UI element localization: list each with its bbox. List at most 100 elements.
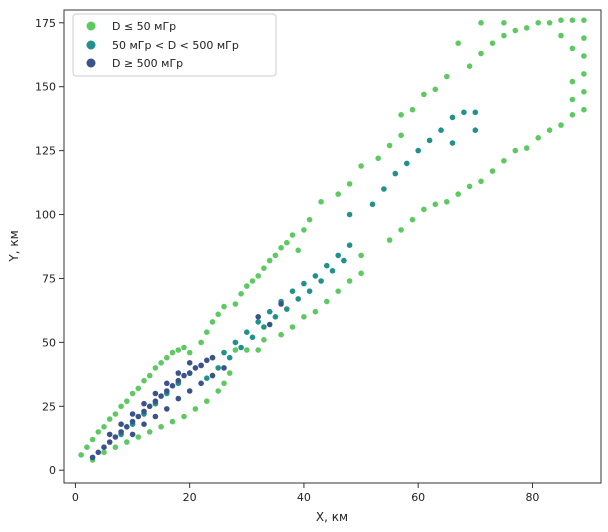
point-series-0 — [135, 385, 142, 392]
point-series-1 — [306, 288, 313, 295]
point-series-0 — [546, 20, 553, 26]
point-series-2 — [209, 372, 216, 379]
point-series-0 — [95, 429, 102, 435]
point-series-0 — [232, 301, 239, 307]
point-series-0 — [501, 158, 507, 164]
point-series-0 — [569, 17, 576, 24]
point-series-1 — [426, 137, 433, 144]
point-series-0 — [192, 406, 199, 412]
point-series-2 — [146, 403, 153, 410]
point-series-1 — [301, 280, 307, 287]
point-series-0 — [398, 112, 404, 118]
point-series-1 — [238, 344, 244, 351]
point-series-1 — [324, 262, 330, 269]
legend-label-high: D ≥ 500 мГр — [112, 57, 183, 70]
point-series-1 — [381, 186, 387, 192]
point-series-0 — [335, 191, 342, 197]
point-series-2 — [89, 454, 96, 461]
y-tick-label: 125 — [35, 145, 56, 158]
point-series-0 — [266, 257, 273, 264]
point-series-2 — [186, 370, 193, 376]
point-series-0 — [318, 199, 324, 205]
point-series-2 — [164, 406, 170, 412]
x-tick-label: 60 — [411, 491, 425, 504]
point-series-0 — [581, 106, 587, 113]
point-series-0 — [244, 347, 250, 353]
point-series-1 — [346, 211, 353, 218]
point-series-0 — [289, 232, 296, 238]
point-series-0 — [181, 344, 187, 351]
point-series-0 — [112, 444, 119, 451]
point-series-1 — [472, 109, 479, 116]
point-series-0 — [181, 413, 187, 420]
point-series-0 — [581, 71, 587, 77]
point-series-0 — [101, 449, 107, 456]
point-series-0 — [284, 239, 290, 246]
point-series-1 — [449, 114, 456, 121]
point-series-0 — [232, 347, 239, 353]
point-series-0 — [523, 25, 530, 31]
point-series-0 — [501, 32, 507, 39]
point-series-0 — [569, 96, 576, 103]
point-series-2 — [175, 377, 182, 384]
point-series-0 — [466, 183, 473, 190]
point-series-0 — [152, 365, 159, 371]
point-series-0 — [523, 145, 530, 151]
point-series-0 — [409, 106, 416, 113]
point-series-0 — [421, 206, 427, 213]
point-series-0 — [478, 20, 484, 26]
point-series-2 — [175, 395, 182, 402]
y-tick-label: 25 — [42, 400, 56, 413]
point-series-0 — [581, 53, 587, 59]
point-series-2 — [221, 365, 227, 371]
point-series-2 — [141, 421, 147, 428]
y-tick-label: 50 — [42, 336, 56, 349]
point-series-0 — [466, 63, 473, 69]
point-series-2 — [198, 362, 204, 369]
x-axis-label: X, км — [316, 510, 348, 524]
point-series-1 — [415, 147, 422, 154]
point-series-0 — [204, 329, 210, 336]
point-series-1 — [266, 308, 273, 315]
point-series-0 — [261, 265, 267, 272]
point-series-2 — [141, 408, 147, 415]
point-series-1 — [341, 257, 347, 264]
legend-box — [72, 13, 277, 77]
y-tick-label: 100 — [35, 209, 56, 222]
point-series-0 — [101, 424, 107, 430]
point-series-0 — [558, 17, 564, 24]
point-series-0 — [158, 360, 164, 366]
point-series-1 — [284, 306, 290, 312]
point-series-1 — [232, 339, 239, 346]
point-series-0 — [478, 50, 484, 57]
x-axis-ticks: 0 20 40 60 80 — [72, 483, 539, 504]
point-series-0 — [278, 331, 284, 338]
y-axis-ticks: 0 25 50 75 100 125 150 175 — [35, 17, 64, 477]
point-series-2 — [278, 301, 284, 307]
point-series-0 — [301, 227, 307, 233]
point-series-0 — [569, 112, 576, 118]
point-series-0 — [358, 252, 364, 259]
point-series-0 — [455, 191, 462, 197]
point-series-0 — [489, 40, 496, 46]
point-series-2 — [118, 429, 124, 435]
point-series-0 — [198, 339, 204, 346]
point-series-1 — [438, 127, 444, 133]
point-series-1 — [346, 242, 353, 248]
point-series-0 — [546, 127, 553, 133]
point-series-0 — [375, 155, 382, 162]
point-series-1 — [369, 201, 376, 208]
point-series-0 — [306, 216, 313, 223]
point-series-0 — [289, 324, 296, 330]
point-series-0 — [118, 403, 124, 410]
point-series-0 — [312, 308, 319, 315]
point-series-1 — [261, 324, 267, 330]
point-series-0 — [84, 444, 90, 451]
point-series-2 — [186, 388, 193, 394]
point-series-0 — [255, 273, 261, 279]
y-tick-label: 150 — [35, 81, 56, 94]
point-series-1 — [255, 319, 261, 325]
x-tick-label: 20 — [183, 491, 197, 504]
point-series-0 — [255, 347, 261, 353]
point-series-1 — [295, 296, 302, 302]
